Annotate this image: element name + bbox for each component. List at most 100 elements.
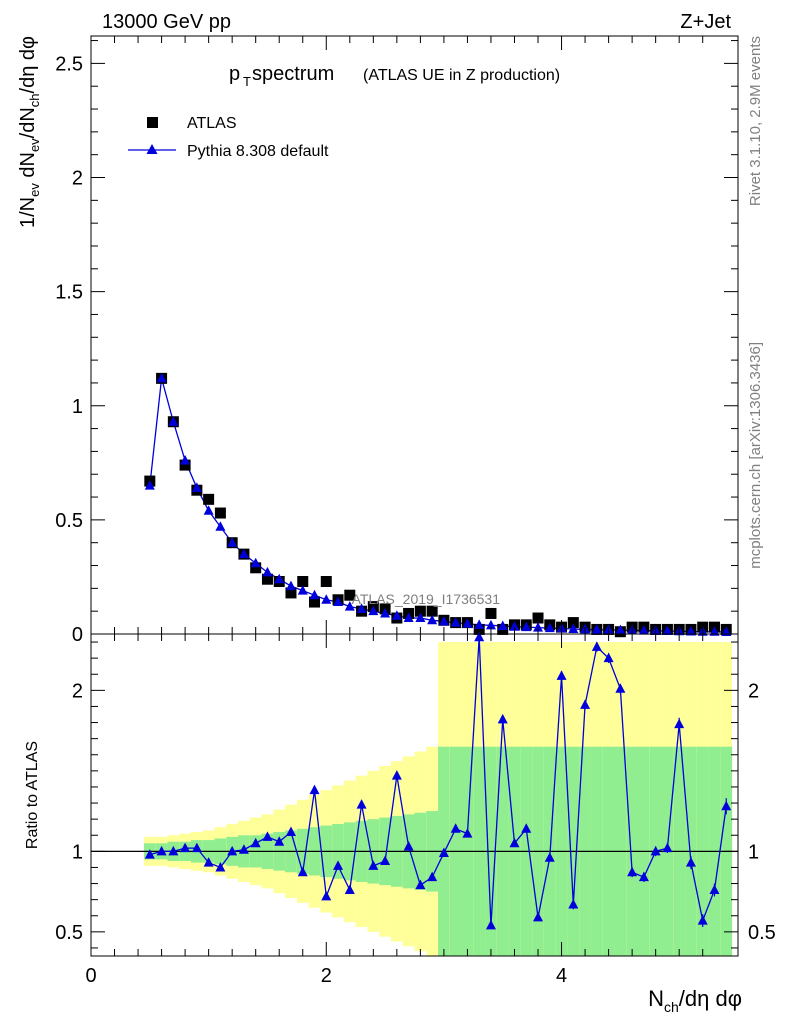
x-axis-label: Nch/dη dφ (648, 986, 742, 1015)
x-tick-label: 2 (321, 965, 332, 987)
pythia-data-point (297, 585, 308, 595)
pythia-data-point (333, 596, 344, 607)
y-tick-label: 1 (72, 396, 83, 418)
y-tick-label: 2 (72, 168, 83, 190)
pythia-data-point (427, 614, 438, 625)
pythia-data-point (709, 626, 720, 636)
pythia-data-point (591, 624, 602, 634)
atlas-data-point (179, 459, 191, 471)
pythia-data-point (380, 607, 391, 618)
pythia-data-point (191, 482, 202, 492)
ratio-data-point (627, 866, 638, 877)
pythia-data-point (274, 573, 285, 584)
atlas-data-point (320, 576, 332, 588)
ratio-data-point (274, 836, 285, 846)
pythia-data-point (544, 622, 555, 633)
ratio-data-point (662, 842, 673, 853)
ratio-data-point (168, 845, 179, 856)
x-tick-label: 0 (85, 965, 96, 987)
legend: ATLAS Pythia 8.308 default (128, 115, 329, 160)
energy-label: 13000 GeV pp (102, 11, 231, 33)
legend-pythia-marker (146, 144, 158, 154)
pythia-data-point (285, 580, 296, 591)
ratio-data-point (180, 842, 191, 853)
pythia-data-point (356, 603, 367, 613)
ratio-data-point (485, 919, 496, 930)
ratio-data-point (344, 884, 355, 894)
ratio-data-point (403, 841, 414, 851)
pythia-data-point (168, 416, 179, 426)
ratio-data-point (544, 852, 555, 862)
ratio-data-point (415, 879, 426, 890)
ratio-plot-panel: 0.5 0.5 1 1 2 2 0 2 4 Ratio to ATLAS Nch/dη dφ (24, 631, 776, 1015)
ratio-y-tick-label-right: 2 (748, 680, 759, 702)
ratio-data-point (509, 837, 520, 848)
pythia-data-point (203, 505, 214, 515)
pythia-data-point (485, 619, 496, 630)
atlas-data-point (285, 587, 297, 599)
pythia-data-point (638, 625, 649, 635)
ratio-data-point (191, 842, 202, 853)
pythia-data-point (156, 372, 167, 383)
ratio-data-point (638, 871, 649, 882)
ratio-data-point (603, 652, 614, 663)
ratio-data-point (156, 845, 167, 856)
ratio-data-point (356, 799, 367, 809)
ratio-y-tick-label: 0.5 (55, 922, 83, 944)
ratio-data-point (697, 915, 708, 925)
ratio-data-point (333, 860, 344, 870)
ratio-data-point (285, 826, 296, 837)
ratio-y-axis-label: Ratio to ATLAS (24, 741, 41, 849)
legend-atlas-label: ATLAS (187, 115, 237, 132)
pythia-data-point (144, 480, 155, 490)
pythia-data-point (615, 624, 626, 635)
pythia-data-point (685, 625, 696, 636)
ratio-data-point (674, 718, 685, 729)
atlas-data-point (414, 605, 426, 617)
pythia-data-point (568, 623, 579, 633)
ratio-y-tick-label-right: 1 (748, 841, 759, 863)
ratio-data-point (721, 800, 732, 811)
chart-title-extra: (ATLAS UE in Z production) (363, 67, 560, 84)
y-tick-label: 0.5 (55, 510, 83, 532)
atlas-data-point (426, 605, 438, 617)
atlas-data-point (309, 596, 321, 608)
analysis-watermark: ATLAS_2019_I1736531 (352, 591, 501, 607)
ratio-y-tick-label: 2 (72, 680, 83, 702)
pythia-data-point (227, 537, 238, 547)
ratio-data-point (297, 866, 308, 877)
ratio-data-point (591, 641, 602, 651)
atlas-data-point (473, 623, 485, 635)
y-tick-label: 0 (72, 624, 83, 646)
ratio-data-point (462, 828, 473, 838)
y-axis-label: 1/Nev dNev/dNch/dη dφ (17, 36, 42, 228)
pythia-data-point (462, 618, 473, 628)
mcplots-label: mcplots.cern.ch [arXiv:1306.3436] (747, 342, 764, 569)
legend-pythia-label: Pythia 8.308 default (187, 143, 329, 160)
x-tick-label: 4 (556, 965, 567, 987)
atlas-data-point (532, 612, 544, 624)
pythia-data-point (521, 621, 532, 632)
ratio-data-point (474, 631, 485, 642)
ratio-data-point (391, 770, 402, 780)
atlas-data-point (203, 493, 215, 505)
chart-title-subscript: T (243, 74, 251, 89)
chart-title: p (229, 63, 240, 85)
chart-title-rest: spectrum (252, 63, 334, 85)
pythia-data-point (438, 615, 449, 626)
ratio-data-point (450, 823, 461, 833)
pythia-data-point (533, 622, 544, 632)
main-plot-panel: 0 0.5 1 1.5 2 2.5 p T spectrum (ATLAS UE in Z… (17, 35, 739, 646)
rivet-label: Rivet 3.1.10, 2.9M events (747, 36, 764, 206)
process-label: Z+Jet (680, 11, 731, 33)
pythia-data-point (344, 601, 355, 611)
ratio-plot-frame (90, 633, 739, 957)
ratio-data-point (580, 699, 591, 709)
atlas-data-point (297, 576, 309, 588)
pythia-data-point (497, 620, 508, 631)
pythia-data-point (415, 612, 426, 623)
pythia-data-point (450, 617, 461, 627)
pythia-data-point (403, 612, 414, 623)
y-tick-label: 2.5 (55, 53, 83, 75)
atlas-data-point (261, 573, 273, 585)
